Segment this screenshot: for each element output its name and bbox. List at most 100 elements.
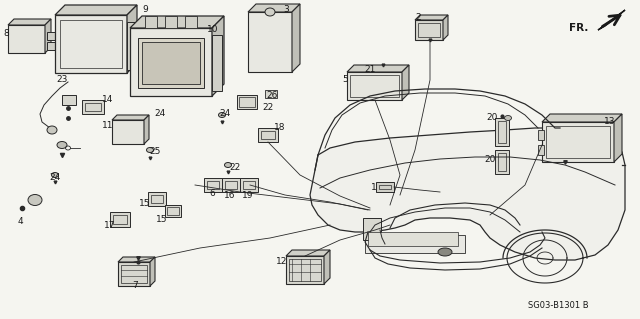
Text: 17: 17 — [104, 220, 116, 229]
Polygon shape — [286, 256, 324, 284]
Bar — [113, 215, 127, 224]
Bar — [165, 205, 181, 217]
Polygon shape — [45, 19, 51, 53]
Bar — [379, 185, 391, 189]
Bar — [538, 130, 544, 140]
Bar — [47, 42, 55, 50]
Bar — [239, 97, 255, 107]
Bar — [240, 178, 258, 192]
Polygon shape — [144, 115, 149, 144]
Text: 22: 22 — [262, 103, 274, 113]
Text: 16: 16 — [224, 190, 236, 199]
Text: 3: 3 — [283, 5, 289, 14]
Polygon shape — [112, 120, 144, 144]
Text: 23: 23 — [56, 76, 68, 85]
Text: 6: 6 — [209, 189, 215, 197]
Text: FR.: FR. — [568, 23, 588, 33]
Bar — [145, 16, 157, 28]
Polygon shape — [542, 122, 614, 162]
Text: 2: 2 — [415, 12, 421, 21]
Bar — [60, 20, 122, 68]
Polygon shape — [118, 257, 155, 262]
Ellipse shape — [225, 162, 232, 167]
Text: 24: 24 — [154, 108, 166, 117]
Bar — [365, 235, 465, 253]
Ellipse shape — [438, 248, 452, 256]
Ellipse shape — [28, 195, 42, 205]
Polygon shape — [286, 250, 330, 256]
Bar — [62, 95, 76, 105]
Polygon shape — [598, 10, 625, 30]
Bar — [212, 35, 222, 91]
Bar — [138, 38, 204, 88]
Polygon shape — [614, 114, 622, 162]
Bar — [82, 100, 104, 114]
Ellipse shape — [218, 113, 225, 117]
Polygon shape — [150, 257, 155, 286]
Polygon shape — [55, 5, 137, 15]
Bar — [546, 126, 610, 158]
Text: 19: 19 — [243, 190, 253, 199]
Bar — [237, 95, 257, 109]
Polygon shape — [324, 250, 330, 284]
Bar — [498, 153, 506, 171]
Bar — [222, 178, 240, 192]
Bar — [151, 195, 163, 203]
Text: 5: 5 — [342, 76, 348, 85]
Polygon shape — [542, 114, 622, 122]
Text: SG03-B1301 B: SG03-B1301 B — [528, 300, 589, 309]
Text: 15: 15 — [140, 199, 151, 209]
Ellipse shape — [504, 115, 511, 121]
Text: 11: 11 — [102, 121, 114, 130]
Bar — [110, 212, 130, 227]
Text: 22: 22 — [229, 162, 241, 172]
Polygon shape — [347, 65, 409, 72]
Polygon shape — [8, 19, 51, 25]
Polygon shape — [130, 16, 224, 28]
Text: 20: 20 — [484, 155, 496, 165]
Polygon shape — [248, 4, 300, 12]
Bar — [121, 265, 147, 283]
Polygon shape — [443, 15, 448, 40]
Bar — [243, 181, 255, 189]
Bar — [418, 23, 440, 37]
Ellipse shape — [57, 142, 67, 149]
Text: 20: 20 — [486, 114, 498, 122]
Text: 14: 14 — [102, 95, 114, 105]
Polygon shape — [347, 72, 402, 100]
Text: 24: 24 — [220, 108, 230, 117]
Bar — [167, 207, 179, 215]
Bar — [495, 150, 509, 174]
Bar — [265, 90, 277, 98]
Ellipse shape — [147, 147, 154, 152]
Bar — [207, 181, 219, 189]
Polygon shape — [8, 25, 45, 53]
Polygon shape — [402, 65, 409, 100]
Text: 10: 10 — [207, 26, 219, 34]
Bar — [142, 42, 200, 84]
Bar — [47, 32, 55, 40]
Bar — [289, 259, 321, 281]
Bar — [225, 181, 237, 189]
Bar — [261, 131, 275, 139]
Bar — [185, 16, 197, 28]
Polygon shape — [310, 128, 625, 260]
Bar — [495, 118, 509, 146]
Bar — [204, 178, 222, 192]
Polygon shape — [127, 5, 137, 73]
Bar — [372, 65, 392, 78]
Polygon shape — [55, 15, 127, 73]
Bar — [350, 75, 399, 97]
Polygon shape — [112, 115, 149, 120]
Text: 24: 24 — [49, 174, 61, 182]
Text: 4: 4 — [17, 218, 23, 226]
Bar — [538, 145, 544, 155]
Bar — [368, 232, 458, 246]
Bar — [498, 121, 506, 143]
Text: 13: 13 — [604, 117, 616, 127]
Bar — [165, 16, 177, 28]
Text: 12: 12 — [276, 257, 288, 266]
Bar — [85, 103, 101, 111]
Bar — [127, 22, 139, 70]
Bar — [258, 128, 278, 142]
